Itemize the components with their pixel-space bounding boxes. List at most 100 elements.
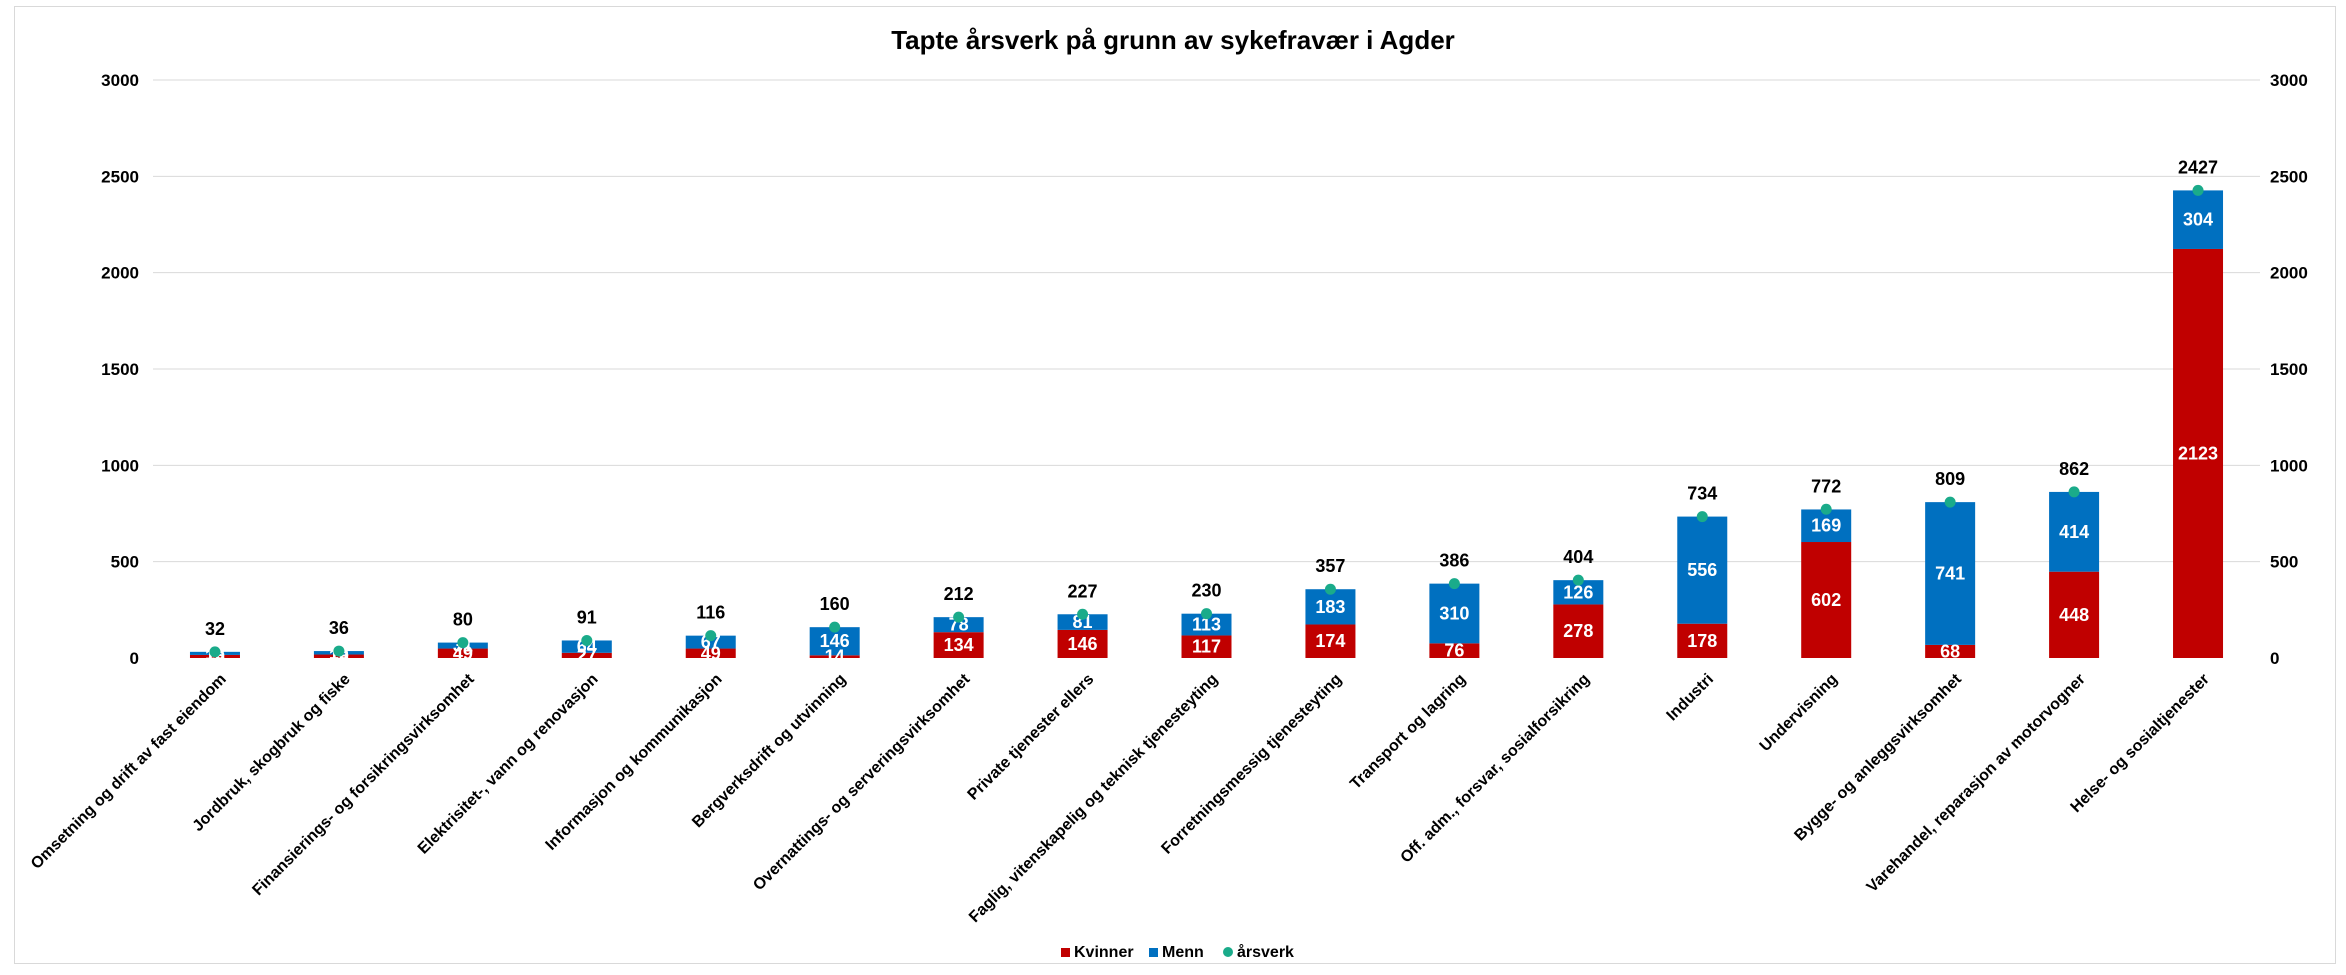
point-arsverk [1324, 583, 1336, 595]
y-tick-label-left: 500 [111, 553, 139, 572]
data-label-menn: 183 [1315, 597, 1345, 617]
data-label-kvinner: 448 [2059, 605, 2089, 625]
point-arsverk [705, 630, 717, 642]
y-tick-label-left: 1000 [101, 456, 139, 475]
legend-label-kvinner: Kvinner [1074, 944, 1134, 961]
bar-menn [1801, 509, 1852, 543]
bar-kvinner [1181, 635, 1232, 658]
y-tick-label-right: 3000 [2270, 71, 2308, 90]
data-label-menn: 556 [1687, 560, 1717, 580]
y-tick-label-right: 2000 [2270, 264, 2308, 283]
bar-menn [1057, 614, 1108, 630]
data-label-menn: 169 [1811, 516, 1841, 536]
bar-menn [2173, 190, 2224, 249]
point-arsverk [1944, 496, 1956, 508]
category-label: Undervisning [1757, 671, 1841, 755]
bar-kvinner [1925, 644, 1976, 658]
data-label-menn: 310 [1439, 603, 1469, 623]
data-label-arsverk: 212 [944, 584, 974, 604]
bar-kvinner [685, 648, 736, 658]
legend-label-menn: Menn [1162, 944, 1204, 961]
gridlines [153, 79, 2260, 563]
data-label-arsverk: 32 [205, 619, 225, 639]
point-arsverk [829, 621, 841, 633]
data-label-kvinner: 146 [1068, 634, 1098, 654]
category-label: Private tjenester ellers [965, 671, 1098, 804]
bar-kvinner [933, 632, 984, 658]
point-arsverk [333, 645, 345, 657]
point-arsverk [457, 637, 469, 649]
bar-menn [1677, 516, 1728, 624]
chart-frame: Tapte årsverk på grunn av sykefravær i A… [14, 6, 2336, 964]
y-tick-label-right: 0 [2270, 649, 2279, 668]
data-label-kvinner: 14 [825, 647, 845, 667]
data-label-arsverk: 230 [1191, 581, 1221, 601]
bar-kvinner [809, 655, 860, 658]
category-label: Finansierings- og forsikringsvirksomhet [249, 670, 478, 899]
y-tick-label-right: 1500 [2270, 360, 2308, 379]
bar-menn [1181, 613, 1232, 636]
bar-menn [1305, 589, 1356, 625]
data-label-arsverk: 36 [329, 618, 349, 638]
data-label-arsverk: 91 [577, 607, 597, 627]
bar-menn [685, 635, 736, 649]
point-arsverk [1572, 574, 1584, 586]
data-label-kvinner: 27 [577, 645, 597, 665]
bar-menn [1429, 583, 1480, 644]
data-label-arsverk: 862 [2059, 459, 2089, 479]
bars [189, 190, 2224, 658]
data-label-arsverk: 404 [1563, 547, 1593, 567]
data-label-menn: 414 [2059, 522, 2089, 542]
chart-svg: Tapte årsverk på grunn av sykefravær i A… [28, 25, 2308, 961]
bar-menn [2049, 491, 2100, 572]
data-label-arsverk: 80 [453, 610, 473, 630]
category-label: Omsetning og drift av fast eiendom [28, 671, 230, 873]
data-label-kvinner: 49 [701, 643, 721, 663]
y-tick-label-left: 2500 [101, 167, 139, 186]
category-label: Faglig, vitenskapelig og teknisk tjenest… [966, 671, 1221, 926]
y-tick-label-left: 2000 [101, 264, 139, 283]
bar-menn [1925, 502, 1976, 645]
data-label-arsverk: 386 [1439, 551, 1469, 571]
data-label-menn: 113 [1192, 615, 1221, 635]
y-axis-left: 0 500 1000 1500 2000 2500 3000 [101, 71, 139, 668]
point-arsverk [1201, 608, 1212, 620]
bar-kvinner [1801, 542, 1852, 658]
point-arsverk [209, 646, 221, 658]
data-label-arsverk: 357 [1315, 556, 1345, 576]
category-label: Helse- og sosialtjenester [2068, 671, 2213, 816]
bar-kvinner [1057, 629, 1108, 658]
point-arsverk [953, 611, 965, 623]
data-label-kvinner: 174 [1315, 631, 1345, 651]
point-arsverk [1696, 511, 1708, 523]
y-tick-label-right: 500 [2270, 553, 2298, 572]
bar-menn [561, 640, 612, 653]
category-label: Overnattings- og serveringsvirksomhet [750, 670, 974, 894]
data-label-arsverk: 116 [696, 603, 725, 623]
bar-kvinner [1677, 623, 1728, 658]
point-arsverk [581, 634, 593, 646]
point-arsverk [1077, 608, 1089, 620]
point-arsverk [1820, 503, 1832, 515]
data-label-kvinner: 2123 [2178, 443, 2218, 463]
data-label-arsverk: 2427 [2178, 157, 2218, 177]
legend-label-arsverk: årsverk [1237, 943, 1294, 961]
point-arsverk [1448, 578, 1460, 590]
data-label-menn: 126 [1563, 582, 1593, 602]
legend: Kvinner Menn årsverk [1061, 943, 1294, 961]
bar-kvinner [437, 648, 488, 658]
bar-kvinner [1553, 604, 1604, 658]
data-label-menn: 304 [2183, 210, 2213, 230]
data-label-menn: 78 [949, 615, 969, 635]
bar-kvinner [2173, 248, 2224, 658]
category-label: Transport og lagring [1347, 671, 1469, 793]
data-label-menn: 81 [1073, 612, 1093, 632]
data-label-menn: 146 [820, 631, 850, 651]
y-axis-right: 0 500 1000 1500 2000 2500 3000 [2270, 71, 2308, 668]
category-label: Industri [1664, 671, 1718, 725]
data-label-arsverk: 772 [1811, 476, 1841, 496]
y-tick-label-right: 1000 [2270, 456, 2308, 475]
legend-swatch-kvinner [1061, 948, 1070, 957]
data-label-kvinner: 178 [1687, 631, 1717, 651]
bar-kvinner [1429, 643, 1480, 658]
